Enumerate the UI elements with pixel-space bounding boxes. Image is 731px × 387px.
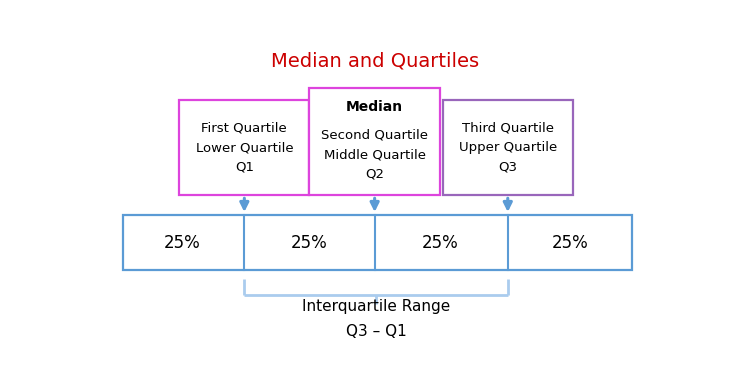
Text: Median and Quartiles: Median and Quartiles [270, 52, 479, 71]
Text: Interquartile Range
Q3 – Q1: Interquartile Range Q3 – Q1 [302, 299, 450, 339]
Text: 25%: 25% [552, 234, 588, 252]
FancyBboxPatch shape [442, 100, 573, 195]
FancyBboxPatch shape [179, 100, 309, 195]
Text: Second Quartile
Middle Quartile
Q2: Second Quartile Middle Quartile Q2 [321, 128, 428, 181]
Text: 25%: 25% [164, 234, 200, 252]
Text: 25%: 25% [421, 234, 458, 252]
Text: Third Quartile
Upper Quartile
Q3: Third Quartile Upper Quartile Q3 [458, 122, 557, 174]
Text: First Quartile
Lower Quartile
Q1: First Quartile Lower Quartile Q1 [195, 122, 293, 174]
Text: Median: Median [346, 101, 404, 115]
FancyBboxPatch shape [123, 215, 632, 270]
Text: 25%: 25% [291, 234, 328, 252]
FancyBboxPatch shape [309, 88, 440, 195]
